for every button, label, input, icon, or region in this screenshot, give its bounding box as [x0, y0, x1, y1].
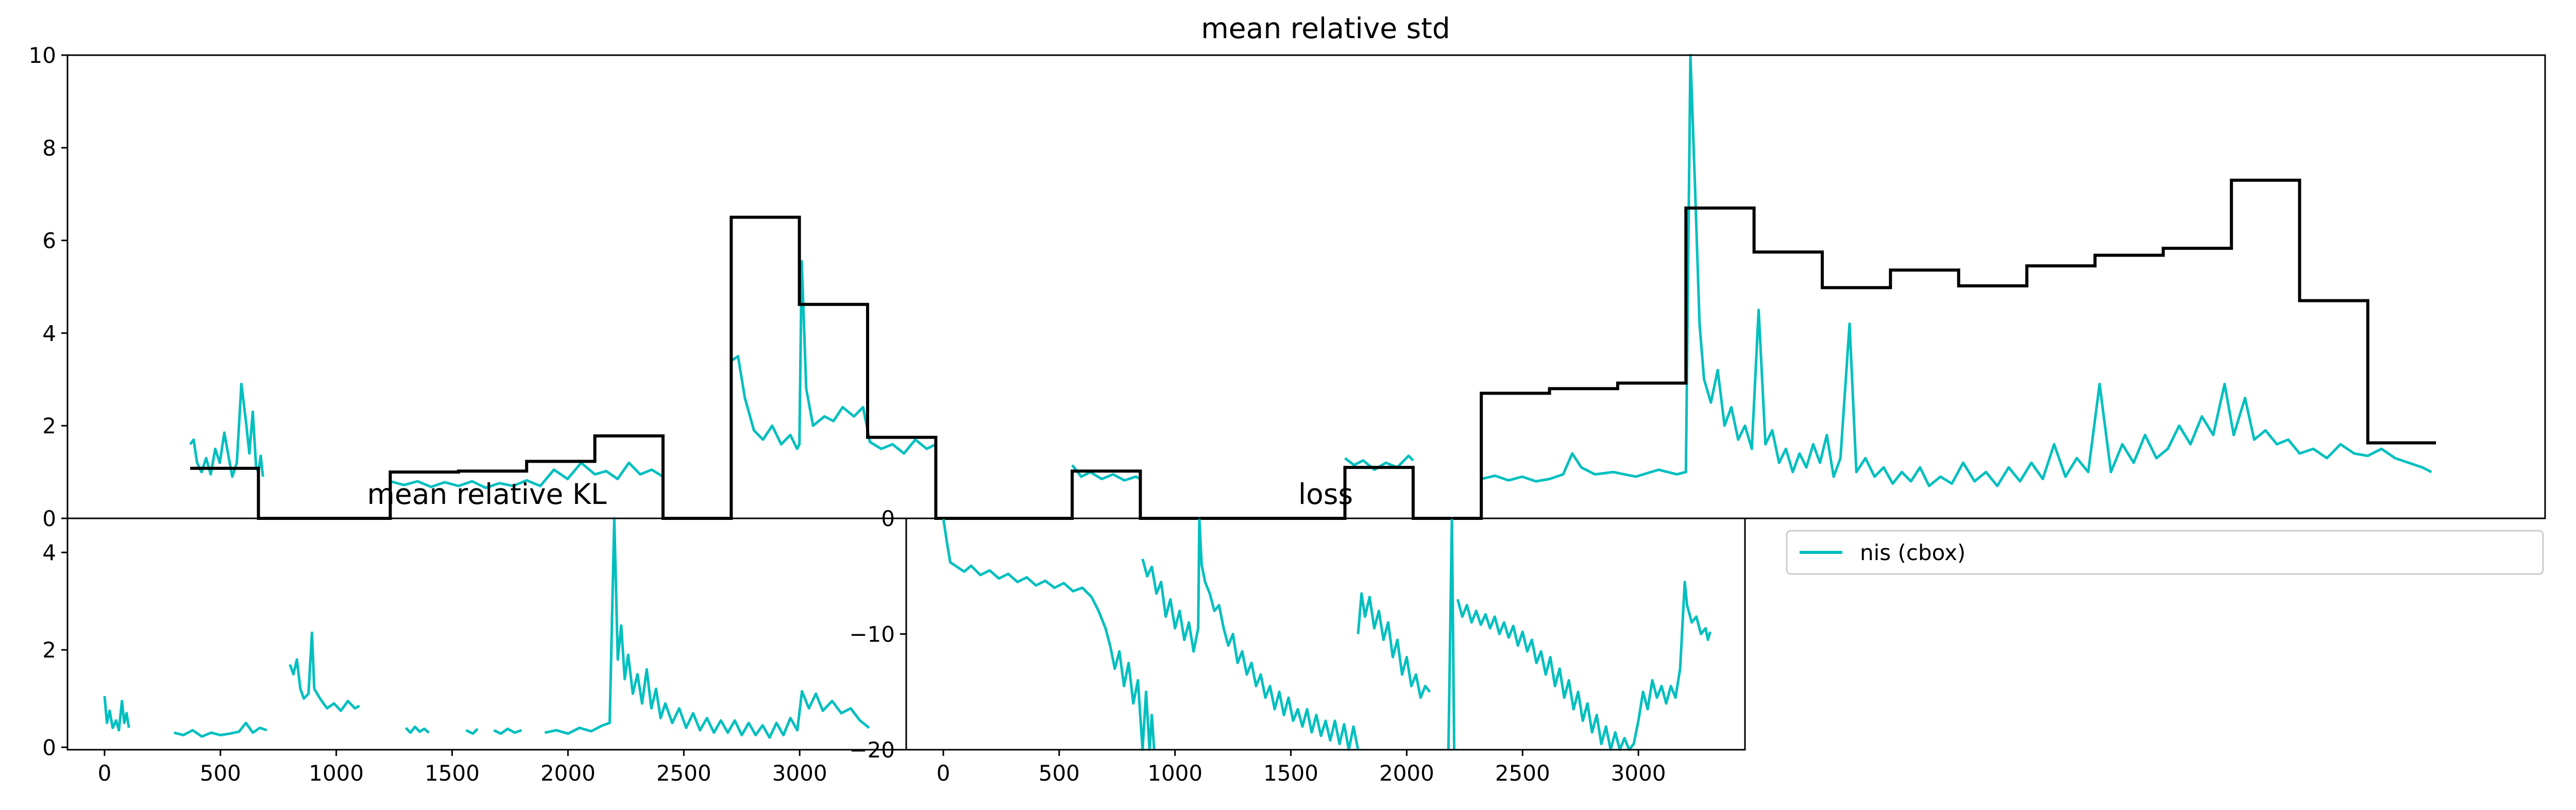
kl-ytick-label: 2 [42, 637, 56, 663]
loss-series-line-0-1 [1141, 517, 1360, 751]
loss-xtick-label: 1500 [1263, 761, 1318, 786]
kl-series-group [103, 517, 870, 739]
kl-xtick-label: 500 [200, 761, 241, 786]
std-series-line-0-2 [730, 260, 937, 455]
std-series-line-0-3 [1071, 464, 1141, 482]
kl-xtick-label: 1000 [309, 761, 364, 786]
std-series-line-0-1 [389, 461, 664, 490]
kl-xticks: 0 500 1000 1500 2000 2500 3000 [98, 750, 827, 786]
loss-xtick-label: 500 [1039, 761, 1080, 786]
std-ytick-label: 8 [42, 136, 56, 161]
kl-xtick-label: 1500 [425, 761, 480, 786]
legend-box [1786, 530, 2544, 575]
std-ytick-label: 4 [42, 320, 56, 346]
loss-series-line-0-2 [1357, 592, 1431, 699]
kl-series-line-0-0 [103, 696, 130, 732]
kl-ytick-label: 4 [42, 540, 56, 565]
std-yticks: 0 2 4 6 8 10 [29, 43, 67, 531]
loss-ytick-label: −20 [849, 737, 895, 763]
kl-ytick-label: 0 [42, 735, 56, 760]
loss-yticks: 0 −10 −20 [849, 506, 906, 763]
std-title: mean relative std [1201, 12, 1450, 45]
std-ytick-label: 10 [29, 43, 56, 68]
loss-xticks: 0 500 1000 1500 2000 2500 3000 [937, 750, 1666, 786]
loss-xtick-label: 0 [937, 761, 951, 786]
loss-xtick-label: 1000 [1147, 761, 1202, 786]
std-ytick-label: 2 [42, 413, 56, 438]
loss-panel: 0 −10 −20 0 500 1000 1500 2000 2500 3000 loss [849, 478, 1746, 786]
kl-series-line-0-3 [404, 725, 430, 734]
kl-yticks: 0 2 4 [42, 540, 67, 760]
kl-xtick-label: 0 [98, 761, 112, 786]
loss-xtick-label: 2000 [1379, 761, 1434, 786]
loss-title: loss [1298, 478, 1353, 511]
kl-panel: 0 2 4 0 500 1000 1500 2000 2500 3000 mean relati… [42, 478, 907, 786]
legend-label-nis-cbox: nis (cbox) [1860, 540, 1965, 565]
kl-series-line-0-4 [465, 728, 479, 735]
kl-series-line-0-5 [493, 727, 522, 735]
kl-xtick-label: 2500 [656, 761, 711, 786]
kl-series-line-0-1 [174, 721, 267, 738]
std-series-line-0-5 [1481, 54, 2432, 487]
loss-ytick-label: 0 [881, 506, 895, 531]
std-ytick-label: 0 [42, 506, 56, 531]
loss-xtick-label: 2500 [1495, 761, 1550, 786]
loss-series-line-0-0 [942, 518, 1156, 751]
loss-series-group [942, 517, 1711, 751]
kl-title: mean relative KL [367, 478, 606, 511]
loss-series-line-0-4 [1456, 581, 1711, 751]
legend: nis (cbox) [1744, 518, 2544, 750]
std-ytick-label: 6 [42, 228, 56, 254]
kl-xtick-label: 2000 [540, 761, 596, 786]
kl-series-line-0-2 [289, 631, 360, 712]
loss-ytick-label: −10 [849, 622, 895, 647]
loss-xtick-label: 3000 [1611, 761, 1666, 786]
kl-series-line-0-6 [544, 517, 870, 739]
kl-xtick-label: 3000 [772, 761, 827, 786]
